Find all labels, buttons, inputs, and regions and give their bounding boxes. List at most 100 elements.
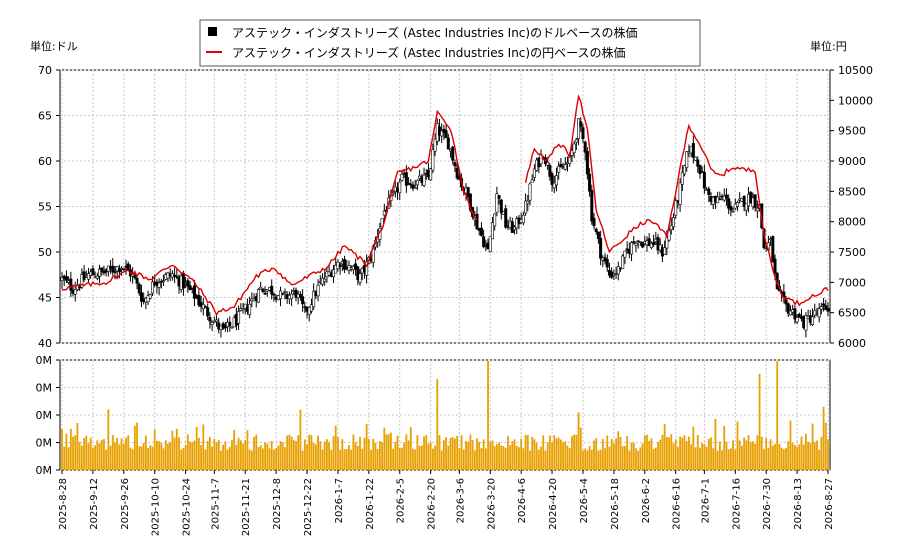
candle-body: [786, 303, 790, 314]
volume-bar: [65, 433, 68, 470]
candle-body: [371, 246, 375, 263]
candle-body: [641, 242, 645, 248]
candle-body: [574, 139, 578, 143]
volume-bar: [312, 442, 315, 470]
volume-bar: [462, 449, 465, 470]
volume-bar: [498, 442, 500, 470]
candle-body: [422, 174, 426, 186]
volume-bar: [310, 435, 313, 470]
right-tick-label: 9500: [838, 125, 866, 138]
volume-bar: [454, 438, 456, 470]
volume-bar: [771, 445, 774, 470]
candle-body: [444, 130, 448, 139]
volume-bar: [253, 436, 255, 470]
volume-bar: [807, 441, 810, 470]
candle-body: [678, 182, 682, 205]
volume-bar: [334, 425, 337, 470]
right-tick-label: 6000: [838, 337, 866, 350]
candle-body: [146, 295, 150, 303]
candle-body: [563, 164, 567, 170]
volume-bar: [175, 428, 178, 470]
volume-bar: [133, 425, 136, 470]
volume-tick-label: 0M: [36, 437, 53, 450]
x-tick-label: 2026-5-4: [579, 478, 590, 523]
volume-bar: [540, 446, 542, 470]
candle-body: [446, 137, 450, 150]
volume-bar: [800, 436, 803, 470]
volume-bar: [392, 448, 395, 470]
volume-bar: [434, 445, 436, 470]
volume-bar: [787, 441, 790, 470]
volume-bar: [425, 435, 428, 470]
volume-bar: [345, 448, 348, 470]
volume-bar: [180, 449, 183, 470]
candle-body: [632, 241, 636, 243]
volume-bar: [582, 450, 584, 470]
volume-bar: [127, 435, 130, 470]
candle-body: [301, 296, 305, 305]
candle-body: [210, 322, 214, 325]
candle-body: [162, 280, 166, 282]
candle-body: [248, 303, 252, 315]
candle-body: [513, 226, 517, 231]
volume-bar: [286, 435, 289, 470]
x-tick-label: 2025-9-26: [120, 478, 131, 530]
volume-bar: [571, 436, 573, 470]
candle-body: [338, 264, 342, 267]
volume-bar: [617, 431, 620, 470]
volume-bar: [573, 434, 576, 470]
volume-bar: [63, 446, 66, 470]
candle-body: [495, 193, 499, 213]
volume-bar: [244, 440, 247, 470]
volume-bar: [78, 441, 81, 470]
candle-body: [290, 293, 294, 300]
volume-bar: [471, 439, 474, 470]
volume-bar: [103, 439, 105, 470]
volume-bar: [515, 445, 518, 470]
volume-bar: [447, 445, 450, 470]
volume-bar: [778, 443, 781, 470]
volume-bar: [652, 448, 655, 470]
volume-bar: [385, 434, 388, 470]
volume-bar: [809, 443, 812, 470]
x-tick-label: 2026-2-20: [427, 478, 438, 530]
volume-bar: [619, 436, 622, 470]
candle-body: [69, 278, 73, 291]
volume-bar: [125, 437, 127, 470]
volume-bar: [206, 440, 209, 470]
volume-bar: [111, 435, 114, 470]
volume-bar: [317, 435, 319, 470]
left-tick-label: 40: [38, 337, 52, 350]
volume-bar: [61, 428, 63, 470]
volume-bar: [451, 437, 454, 470]
volume-bar: [105, 449, 108, 470]
volume-bar: [122, 443, 125, 470]
volume-bar: [818, 449, 821, 470]
volume-bar: [511, 441, 514, 470]
right-axis: 6000 6500 7000 7500 8000 8500 9000 9500 10000 105…: [830, 64, 873, 350]
candle-body: [804, 315, 808, 331]
volume-bar: [74, 435, 77, 470]
candle-body: [590, 189, 594, 222]
candle-body: [616, 266, 620, 275]
volume-bar: [376, 449, 379, 470]
volume-bar: [405, 434, 408, 470]
volume-bar: [169, 442, 172, 470]
volume-bar: [648, 441, 651, 470]
volume-bar: [162, 448, 165, 470]
candle-body: [685, 151, 689, 168]
volume-bar: [621, 446, 624, 470]
candle-body: [358, 273, 362, 283]
volume-bar: [599, 449, 602, 470]
volume-bar: [120, 438, 123, 470]
volume-bar: [595, 438, 598, 470]
volume-bar: [734, 449, 737, 470]
volume-bar: [356, 445, 359, 470]
candle-body: [811, 316, 815, 325]
volume-bar: [378, 440, 381, 470]
volume-bar: [732, 440, 734, 470]
volume-bar: [531, 436, 534, 470]
x-tick-label: 2026-1-7: [334, 478, 345, 523]
volume-bar: [418, 445, 421, 470]
